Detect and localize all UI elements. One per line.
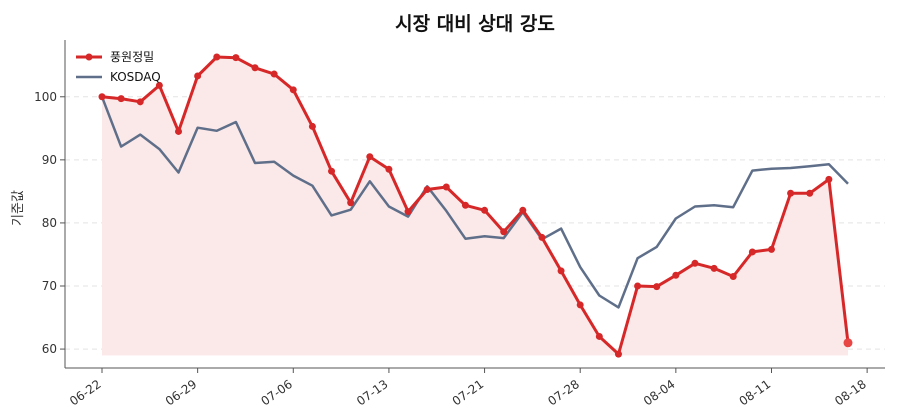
x-tick-label: 08-11 [737, 377, 774, 408]
series-1-point [385, 165, 393, 173]
y-tick-label: 100 [34, 90, 57, 104]
plot-area: 60 70 80 90 100 06-22 06-29 07-06 07-13 07-21 07-2… [34, 40, 885, 408]
series-1-point [98, 93, 106, 101]
series-1-point [710, 264, 718, 272]
chart-title: 시장 대비 상대 강도 [395, 13, 555, 35]
y-axis-label: 기준값 [11, 190, 26, 226]
series-1-point [213, 53, 221, 61]
series-1-point [787, 189, 795, 197]
series-line-1 [101, 55, 850, 356]
series-1-point [538, 233, 546, 241]
x-tick-label: 07-13 [354, 377, 391, 408]
y-tick-label: 70 [42, 279, 57, 293]
series-1-point [653, 283, 661, 291]
x-tick-label: 08-18 [832, 377, 869, 408]
x-tick-label: 06-29 [163, 377, 200, 408]
series-1-point [423, 185, 431, 193]
x-tick-label: 08-04 [641, 377, 678, 408]
series-1-point [748, 248, 756, 256]
legend-label-series-2: KOSDAQ [110, 70, 161, 84]
series-1-point [404, 208, 412, 216]
series-1-point [328, 167, 336, 175]
series-1-point [366, 153, 374, 161]
series-1-point [576, 301, 584, 309]
series-1-point [825, 175, 833, 183]
y-tick-label: 90 [42, 153, 57, 167]
series-1-point [557, 267, 565, 275]
series-1-point [442, 183, 450, 191]
series-1-point [461, 201, 469, 209]
y-tick-label: 60 [42, 342, 57, 356]
series-1-point [500, 228, 508, 236]
series-1-point [519, 206, 527, 214]
series-1-point [194, 72, 202, 80]
series-1-point [289, 86, 297, 94]
series-1-point [232, 54, 240, 62]
series-1-point [614, 350, 622, 358]
series-1-point [481, 206, 489, 214]
series-1-point [806, 189, 814, 197]
series-1-point [729, 273, 737, 281]
series-1-point [672, 271, 680, 279]
series-1-point [136, 98, 144, 106]
x-tick-label: 07-21 [450, 377, 487, 408]
series-1-point [347, 199, 355, 207]
legend-marker-series-1 [85, 53, 93, 61]
series-1-point [595, 332, 603, 340]
series-1-point [691, 259, 699, 267]
series-line-2 [100, 96, 849, 309]
area-fill-series-1 [102, 57, 848, 356]
series-1-point [117, 95, 125, 103]
legend: 풍원정밀 KOSDAQ [76, 50, 161, 84]
x-tick-label: 06-22 [67, 377, 104, 408]
series-1-point [251, 64, 259, 72]
series-1-point [155, 81, 163, 89]
series-1-point [634, 282, 642, 290]
series-1-point [270, 70, 278, 78]
series-1-point [767, 245, 775, 253]
series-1-point [308, 122, 316, 130]
series-1-point [175, 127, 183, 135]
series-1-point [843, 338, 853, 348]
legend-label-series-1: 풍원정밀 [110, 50, 154, 64]
x-tick-label: 07-06 [258, 377, 295, 408]
x-tick-label: 07-28 [545, 377, 582, 408]
y-tick-label: 80 [42, 216, 57, 230]
